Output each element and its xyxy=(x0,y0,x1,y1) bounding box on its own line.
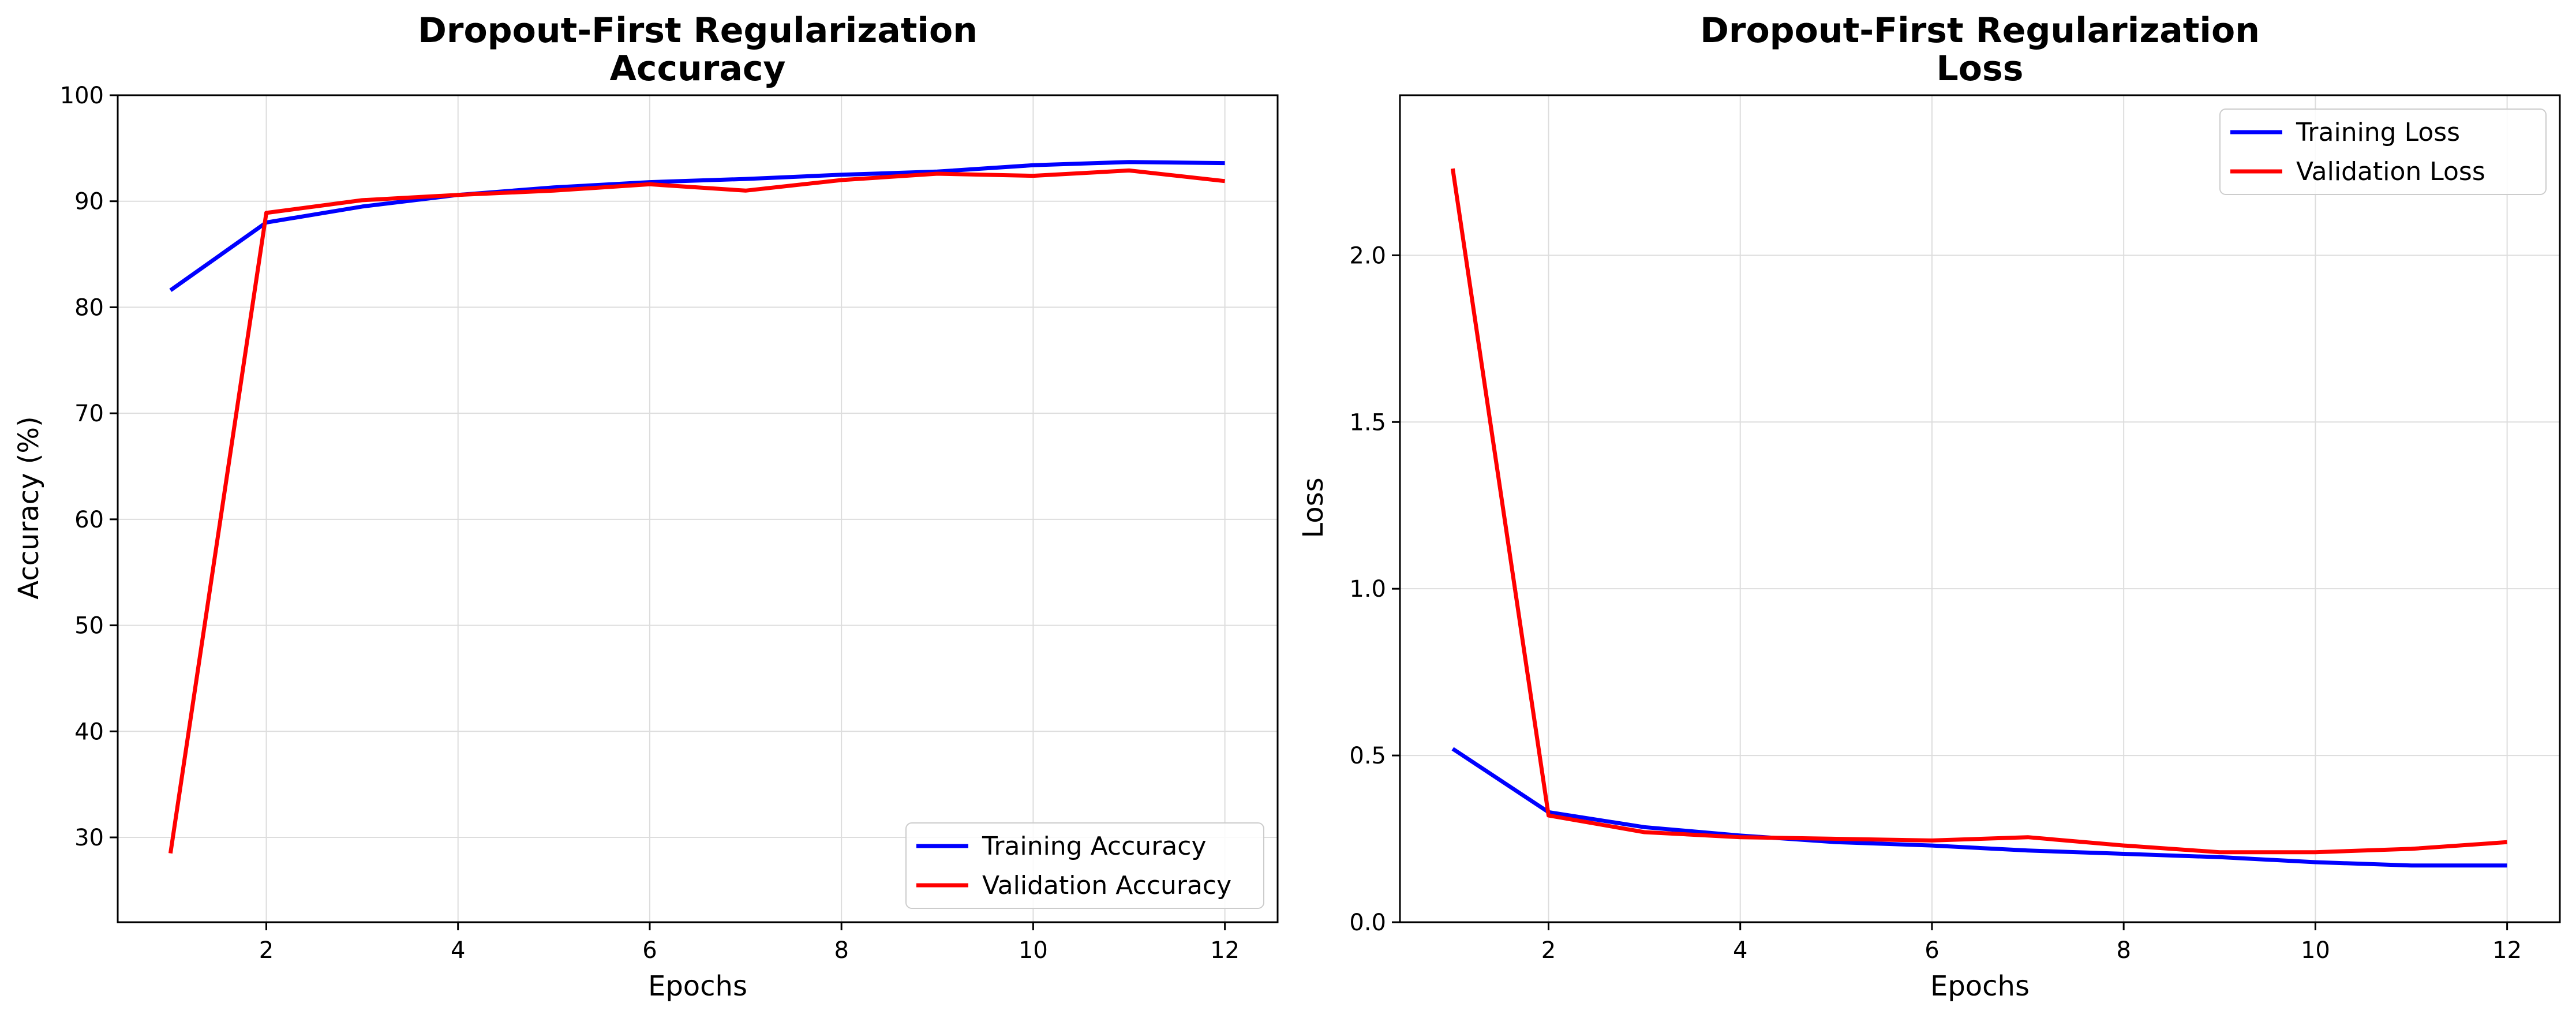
series-line-training-accuracy xyxy=(169,160,1225,292)
axis-ticks: 2 4 6 8 10 12 0.0 0.5 1.0 1.5 2.0 xyxy=(1349,242,2522,964)
x-tick-label: 10 xyxy=(2301,937,2330,964)
series-line-validation-accuracy xyxy=(168,168,1225,854)
gridlines xyxy=(118,95,1278,922)
x-tick-label: 2 xyxy=(259,937,274,964)
legend-label: Training Loss xyxy=(2296,118,2460,147)
x-tick-label: 4 xyxy=(451,937,465,964)
chart-title-line-1: Dropout-First Regularization xyxy=(418,10,978,51)
series-line-validation-loss xyxy=(1450,168,2507,855)
x-axis-label: Epochs xyxy=(648,970,747,1002)
y-tick-label: 90 xyxy=(74,189,104,215)
axis-ticks: 2 4 6 8 10 12 30 40 50 60 70 80 90 100 xyxy=(60,83,1240,964)
y-tick-label: 60 xyxy=(74,507,104,533)
legend-box xyxy=(905,822,1264,909)
x-tick-label: 6 xyxy=(642,937,657,964)
y-tick-label: 100 xyxy=(60,83,104,109)
y-tick-label: 70 xyxy=(74,401,104,427)
y-tick-label: 40 xyxy=(74,718,104,745)
chart-title-line-2: Accuracy xyxy=(609,48,785,89)
y-tick-label: 1.0 xyxy=(1349,576,1386,602)
legend-label: Validation Accuracy xyxy=(982,871,1231,900)
y-tick-label: 2.0 xyxy=(1349,242,1386,269)
y-axis-label: Accuracy (%) xyxy=(13,416,45,599)
series-line-training-loss xyxy=(1451,747,2507,868)
plot-frame xyxy=(1399,94,2561,923)
chart-title-line-1: Dropout-First Regularization xyxy=(1700,10,2260,51)
y-tick-label: 1.5 xyxy=(1349,409,1386,436)
x-tick-label: 8 xyxy=(2116,937,2131,964)
loss-chart: Dropout-First Regularization Loss Epochs… xyxy=(1297,10,2561,1002)
y-tick-label: 80 xyxy=(74,294,104,321)
y-tick-label: 30 xyxy=(74,825,104,851)
chart-title-line-2: Loss xyxy=(1937,48,2024,89)
x-tick-label: 12 xyxy=(1210,937,1240,964)
legend-label: Validation Loss xyxy=(2296,157,2485,186)
y-tick-label: 0.5 xyxy=(1349,743,1386,769)
data-series xyxy=(168,160,1225,854)
legend-box xyxy=(2219,108,2547,195)
y-tick-label: 0.0 xyxy=(1349,910,1386,936)
x-tick-label: 8 xyxy=(834,937,848,964)
x-tick-label: 2 xyxy=(1541,937,1556,964)
x-tick-label: 4 xyxy=(1733,937,1747,964)
y-axis-label: Loss xyxy=(1297,477,1330,538)
x-tick-label: 6 xyxy=(1924,937,1939,964)
x-axis-label: Epochs xyxy=(1930,970,2030,1002)
legend-label: Training Accuracy xyxy=(982,832,1206,861)
plot-frame xyxy=(117,94,1279,923)
legend: Training Loss Validation Loss xyxy=(2219,108,2547,195)
legend: Training Accuracy Validation Accuracy xyxy=(905,822,1264,909)
accuracy-chart: Dropout-First Regularization Accuracy Ep… xyxy=(13,10,1279,1002)
data-series xyxy=(1450,168,2507,868)
x-tick-label: 10 xyxy=(1019,937,1048,964)
x-tick-label: 12 xyxy=(2492,937,2522,964)
y-tick-label: 50 xyxy=(74,613,104,639)
